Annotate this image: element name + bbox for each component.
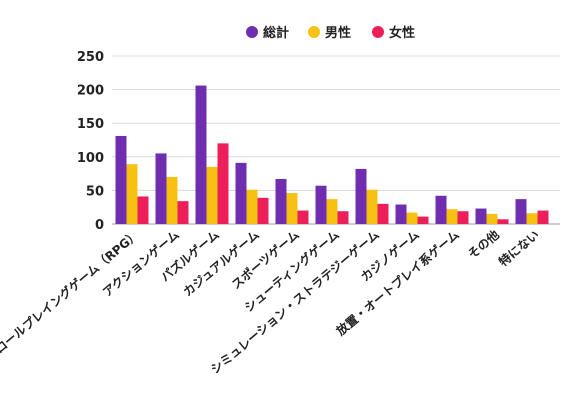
- bar: [446, 209, 458, 224]
- bar: [177, 201, 189, 224]
- bar: [275, 178, 287, 224]
- bar: [257, 197, 269, 224]
- bar: [297, 210, 309, 224]
- y-tick-label: 250: [77, 50, 104, 65]
- x-category-label: 特にない: [496, 227, 542, 269]
- legend: 総計 男性 女性: [246, 25, 415, 41]
- bar: [515, 199, 527, 224]
- bar: [326, 199, 338, 224]
- bar: [206, 166, 218, 224]
- x-axis: ロールプレイングゲーム（RPG）アクションゲームパズルゲームカジュアルゲームスポ…: [0, 227, 542, 377]
- bar: [497, 219, 509, 224]
- bar: [195, 85, 207, 225]
- bar: [355, 168, 367, 224]
- legend-label: 総計: [263, 25, 289, 41]
- bar: [137, 196, 149, 224]
- bar: [417, 216, 429, 224]
- bar: [126, 164, 138, 224]
- gridlines: [112, 55, 560, 225]
- bar: [537, 210, 549, 224]
- x-category-label: その他: [465, 227, 502, 262]
- bar: [486, 213, 498, 224]
- y-axis: 0 50 100 150 200 250: [77, 50, 104, 233]
- y-tick-label: 0: [95, 218, 104, 233]
- bar: [286, 193, 298, 224]
- y-tick-label: 200: [77, 84, 104, 99]
- bar: [475, 208, 487, 224]
- bar: [435, 195, 447, 224]
- bar: [315, 185, 327, 224]
- bar: [395, 204, 407, 224]
- x-category-label: スポーツゲーム: [228, 227, 302, 292]
- legend-swatch: [372, 26, 384, 38]
- legend-swatch: [246, 26, 258, 38]
- bar: [246, 189, 258, 224]
- bar: [366, 189, 378, 224]
- y-tick-label: 50: [86, 184, 104, 199]
- bars: [115, 85, 549, 225]
- bar: [115, 135, 127, 224]
- bar: [457, 211, 469, 224]
- bar: [235, 162, 247, 224]
- bar: [217, 143, 229, 224]
- y-tick-label: 150: [77, 117, 104, 132]
- legend-label: 女性: [389, 25, 415, 41]
- legend-label: 男性: [325, 25, 351, 41]
- bar: [377, 203, 389, 224]
- bar: [155, 153, 167, 224]
- bar: [166, 176, 178, 224]
- legend-swatch: [308, 26, 320, 38]
- x-category-label: ロールプレイングゲーム（RPG）: [0, 227, 142, 356]
- bar: [526, 213, 538, 224]
- y-tick-label: 100: [77, 151, 104, 166]
- bar: [406, 212, 418, 224]
- bar: [337, 211, 349, 224]
